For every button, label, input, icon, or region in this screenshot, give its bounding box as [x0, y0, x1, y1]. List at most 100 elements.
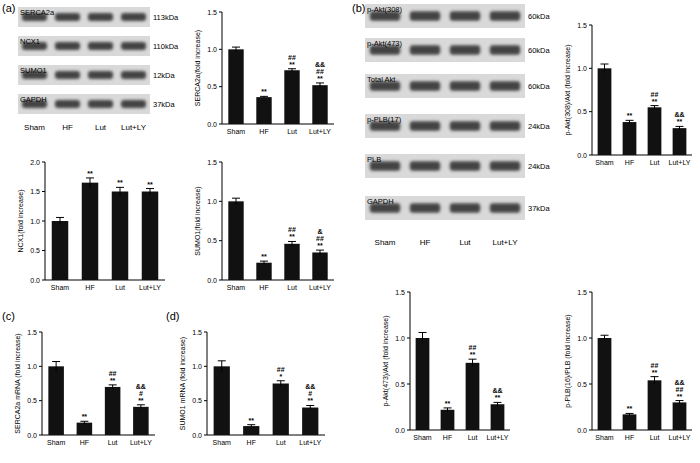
significance-mark: && [315, 61, 325, 68]
significance-mark: ## [288, 226, 296, 233]
error-cap [146, 188, 154, 189]
bars [598, 64, 687, 155]
error-bar [288, 69, 296, 72]
blot-band [88, 42, 113, 50]
y-axis [592, 25, 593, 155]
y-tick [219, 12, 222, 13]
x-tick-label: Lut [276, 439, 286, 446]
bar [673, 402, 687, 430]
blot-strip [365, 74, 525, 98]
x-tick-label: Sham [413, 434, 431, 441]
blot-band [490, 81, 520, 91]
error-bar [260, 261, 268, 264]
error-line [629, 120, 630, 123]
blot-size-label: 37kDa [528, 204, 551, 213]
y-tick-label: 2.0 [30, 159, 40, 166]
error-cap [56, 217, 64, 218]
error-line [236, 47, 237, 51]
blot-band [88, 71, 113, 79]
y-axis [222, 12, 223, 124]
y-tick-label: 1.5 [30, 188, 40, 195]
x-tick-label: HF [259, 284, 268, 291]
y-tick-label: 1.5 [27, 329, 37, 336]
blot-band [450, 161, 480, 171]
bars [416, 332, 505, 430]
blot-size-label: 12kDa [153, 71, 176, 80]
error-line [140, 405, 141, 409]
significance-mark: && [674, 379, 684, 386]
error-bar [626, 120, 634, 123]
panel-label: (a) [2, 2, 15, 14]
error-bar [419, 332, 427, 343]
significance-mark: ** [249, 417, 255, 424]
blot-band [490, 161, 520, 171]
error-cap [626, 413, 634, 414]
blot-band [55, 42, 80, 50]
y-axis-label: SUMO1(fold increase) [194, 186, 202, 255]
blot-band [55, 71, 80, 79]
x-tick-label: Sham [51, 284, 69, 291]
blot-row-label: SERCA2a [20, 8, 55, 17]
blot-strip [365, 4, 525, 28]
y-tick [42, 162, 45, 163]
blot-band [410, 11, 440, 21]
y-tick [589, 155, 592, 156]
x-tick-label: Lut [468, 434, 478, 441]
error-bar [277, 381, 285, 386]
error-cap [494, 402, 502, 403]
bar [491, 404, 505, 430]
blot-strip [365, 196, 525, 220]
y-tick-label: 1.0 [27, 363, 37, 370]
bar [112, 192, 129, 281]
significance-mark: ## [651, 362, 659, 369]
blot-band [490, 11, 520, 21]
error-line [604, 64, 605, 73]
blot-band [410, 161, 440, 171]
significance-mark: ## [288, 54, 296, 61]
y-axis [592, 292, 593, 430]
blot-size-label: 60kDa [528, 12, 551, 21]
y-axis [207, 332, 208, 435]
significance-mark: && [674, 111, 684, 118]
blot-band [121, 42, 146, 50]
y-tick-label: 0.5 [395, 381, 405, 388]
bars [52, 178, 159, 280]
y-tick [589, 68, 592, 69]
y-tick-label: 1.0 [577, 335, 587, 342]
bar [256, 263, 271, 280]
y-tick-label: 0.5 [207, 237, 217, 244]
y-tick-label: 1.0 [395, 335, 405, 342]
y-tick-label: 0.0 [577, 427, 587, 434]
error-bar [56, 217, 64, 224]
error-cap [316, 250, 324, 251]
bar-chart: 0.00.51.01.5p-Akt(473)/Akt (fold increas… [382, 289, 510, 442]
bar [284, 244, 299, 280]
x-tick-label: Lut [650, 434, 660, 441]
y-tick-label: 0.0 [207, 277, 217, 284]
y-tick-label: 1.5 [577, 289, 587, 296]
blot-band [450, 121, 480, 131]
error-bar [137, 405, 145, 409]
x-tick-label: Lut [287, 284, 297, 291]
y-tick-label: 0.5 [27, 397, 37, 404]
y-tick [589, 338, 592, 339]
x-tick-label: Lut+LY [299, 439, 321, 446]
y-tick-label: 0.0 [27, 432, 37, 439]
y-tick [204, 435, 207, 436]
y-tick-label: 0.0 [207, 121, 217, 128]
x-tick-label: Sham [595, 434, 613, 441]
y-tick [219, 280, 222, 281]
error-bar [86, 178, 94, 187]
error-line [292, 241, 293, 246]
significance-mark: ## [651, 91, 659, 98]
y-axis-label: NCX1(fold increase) [17, 189, 25, 252]
blot-row-label: GAPDH [20, 95, 47, 104]
y-tick [589, 430, 592, 431]
error-bar [116, 187, 124, 195]
bar [623, 122, 637, 155]
significance-mark: ** [289, 233, 295, 240]
blot-band [121, 71, 146, 79]
error-cap [109, 384, 117, 385]
bar [82, 183, 99, 280]
x-tick-label: Sham [47, 439, 65, 446]
